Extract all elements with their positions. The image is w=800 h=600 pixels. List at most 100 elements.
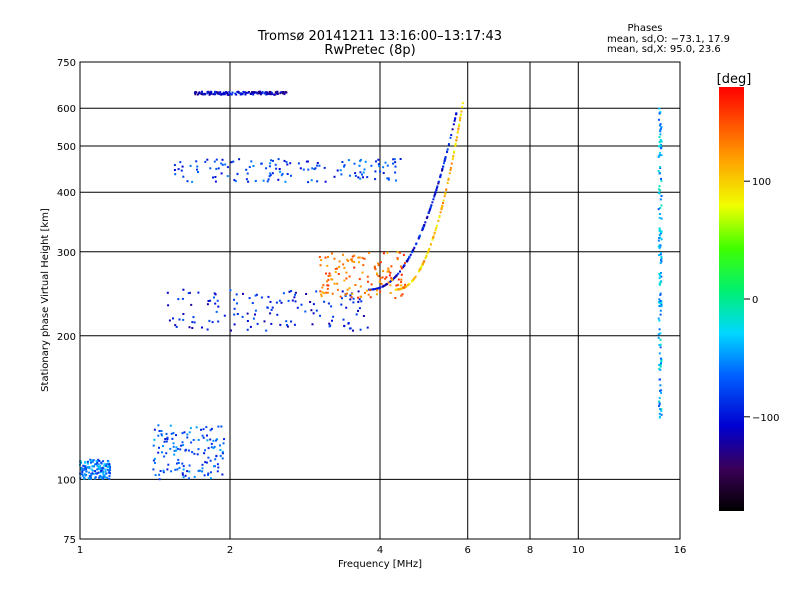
colorbar-tick-label: 100 <box>752 177 771 188</box>
x-tick-label: 1 <box>77 545 83 556</box>
echo-point <box>322 284 325 287</box>
echo-point <box>187 449 190 452</box>
echo-point <box>107 460 110 463</box>
echo-point <box>443 195 446 198</box>
echo-point <box>235 293 238 296</box>
echo-point <box>315 309 318 312</box>
echo-point <box>226 166 229 169</box>
x-tick-label: 6 <box>465 545 471 556</box>
echo-point <box>205 461 208 464</box>
echo-point <box>294 291 297 294</box>
echo-point <box>357 176 360 179</box>
echo-point <box>81 471 84 473</box>
echo-point <box>270 159 272 162</box>
echo-point <box>452 123 455 126</box>
echo-point <box>91 465 94 468</box>
echo-point <box>446 148 449 151</box>
echo-point <box>268 165 271 168</box>
echo-point <box>296 306 299 309</box>
echo-point <box>173 449 176 452</box>
echo-point <box>254 309 257 312</box>
echo-point <box>457 127 460 130</box>
echo-point <box>441 168 444 170</box>
echo-point <box>94 476 97 479</box>
echo-point <box>204 461 207 464</box>
echo-point <box>246 328 249 331</box>
y-tick-label: 100 <box>57 475 76 486</box>
echo-point <box>357 300 360 303</box>
echo-point <box>201 463 204 466</box>
echo-point <box>343 165 345 168</box>
echo-point <box>221 457 224 460</box>
echo-point <box>210 90 212 93</box>
echo-point <box>347 159 350 162</box>
echo-point <box>91 460 94 463</box>
echo-point <box>158 473 161 476</box>
x-tick-label: 2 <box>227 545 233 556</box>
echo-point <box>284 91 287 94</box>
echo-point <box>97 463 100 466</box>
echo-point <box>102 460 105 463</box>
echo-point <box>88 475 91 477</box>
echo-point <box>90 477 92 480</box>
echo-point <box>177 461 180 464</box>
echo-point <box>197 92 200 95</box>
echo-point <box>100 461 103 464</box>
echo-point <box>215 158 218 161</box>
echo-point <box>373 288 376 291</box>
echo-point <box>180 444 183 447</box>
echo-point <box>657 333 660 336</box>
echo-point <box>659 309 662 312</box>
echo-point <box>271 306 274 309</box>
echo-point <box>400 267 403 270</box>
echo-point <box>165 432 168 435</box>
echo-point <box>97 458 100 461</box>
echo-point <box>299 167 302 170</box>
echo-point <box>218 93 221 96</box>
echo-point <box>343 279 346 282</box>
echo-point <box>224 163 227 166</box>
y-tick-label: 200 <box>57 332 76 343</box>
echo-point <box>161 434 164 437</box>
echo-point <box>286 324 288 326</box>
echo-point <box>223 314 226 317</box>
echo-point <box>166 438 169 441</box>
echo-point <box>659 189 662 192</box>
echo-point <box>659 368 662 371</box>
echo-point <box>418 234 421 237</box>
echo-point <box>249 325 252 328</box>
echo-point <box>201 470 204 473</box>
echo-point <box>461 106 464 109</box>
echo-point <box>201 90 203 93</box>
echo-point <box>216 438 218 441</box>
echo-point <box>82 468 85 471</box>
echo-point <box>395 274 398 277</box>
echo-point <box>210 471 212 474</box>
echo-point <box>659 300 662 302</box>
echo-point <box>333 282 336 285</box>
echo-point <box>223 93 226 96</box>
echo-point <box>181 441 184 444</box>
echo-point <box>453 119 456 122</box>
echo-point <box>359 328 362 331</box>
echo-point <box>346 292 348 295</box>
echo-point <box>204 160 207 163</box>
echo-point <box>379 277 382 280</box>
echo-point <box>367 293 370 296</box>
echo-point <box>358 164 361 167</box>
echo-point <box>418 236 420 239</box>
echo-point <box>658 185 661 188</box>
echo-point <box>366 289 369 292</box>
echo-point <box>232 160 235 163</box>
echo-point <box>207 300 210 302</box>
echo-point <box>456 130 459 133</box>
echo-point <box>321 286 324 289</box>
echo-point <box>216 91 219 94</box>
echo-point <box>233 298 235 301</box>
echo-point <box>411 280 413 283</box>
echo-point <box>344 295 347 297</box>
echo-point <box>100 476 103 479</box>
echo-point <box>189 164 192 167</box>
echo-point <box>395 284 398 287</box>
echo-point <box>659 145 662 148</box>
